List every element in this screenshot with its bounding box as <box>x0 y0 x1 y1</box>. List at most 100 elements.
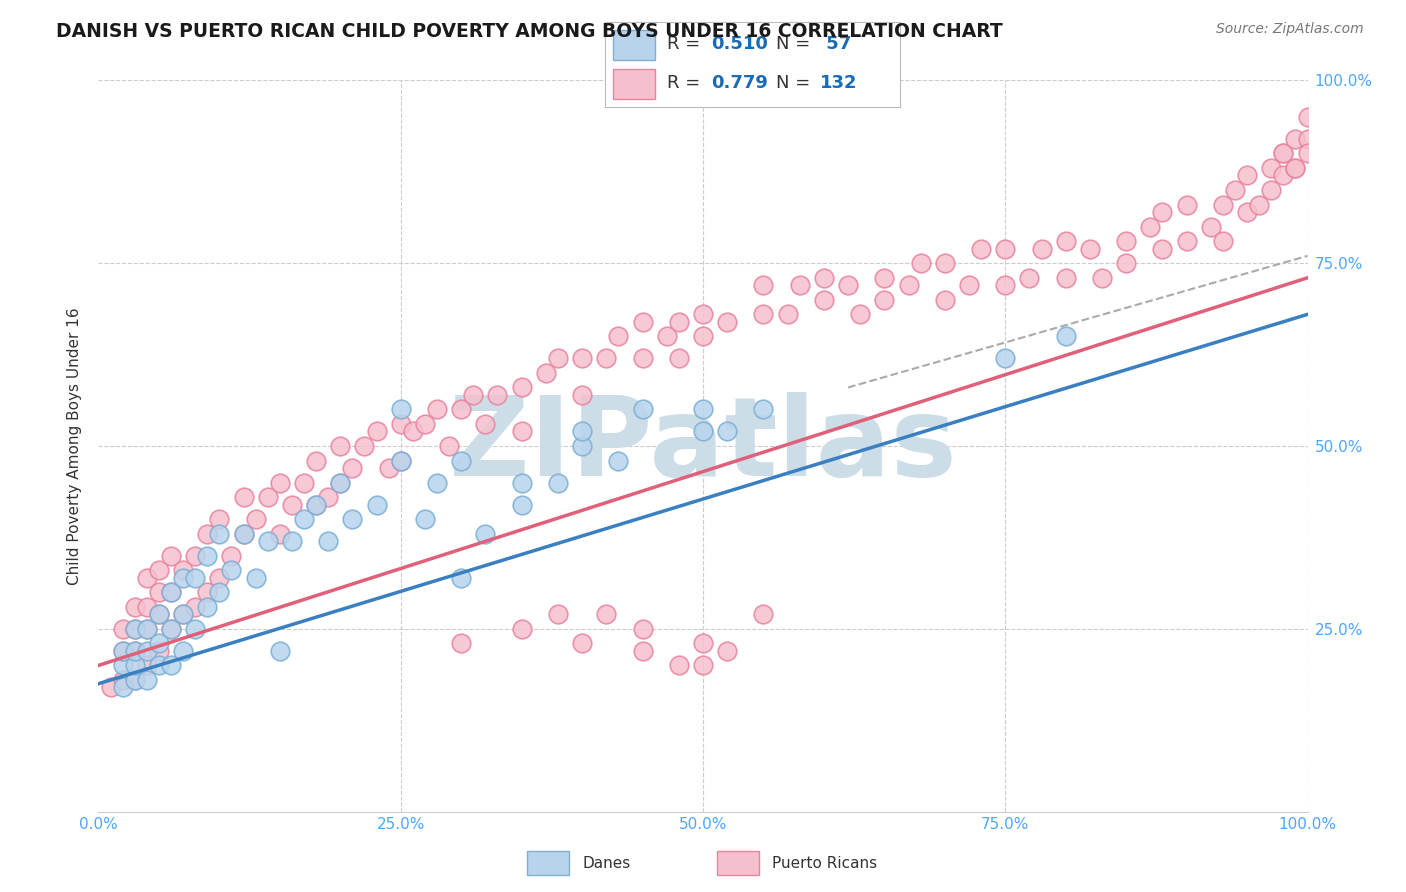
Point <box>256 490 278 504</box>
Point <box>571 425 593 439</box>
Point <box>668 315 690 329</box>
Text: Puerto Ricans: Puerto Ricans <box>772 855 877 871</box>
Text: ZIPatlas: ZIPatlas <box>449 392 957 500</box>
Point <box>752 307 775 321</box>
Point <box>316 490 339 504</box>
Point <box>595 351 617 366</box>
Point <box>135 622 157 636</box>
Point <box>1272 169 1295 183</box>
Point <box>668 351 690 366</box>
Point <box>450 402 472 417</box>
Point <box>450 636 472 650</box>
Point <box>305 453 328 467</box>
Point <box>1260 183 1282 197</box>
Point <box>208 571 231 585</box>
Point <box>342 461 364 475</box>
Point <box>994 351 1017 366</box>
Point <box>474 526 496 541</box>
Text: N =: N = <box>776 74 815 92</box>
Point <box>934 293 956 307</box>
Point <box>1212 234 1234 248</box>
Point <box>100 681 122 695</box>
Point <box>124 658 146 673</box>
Point <box>1212 197 1234 211</box>
Point <box>135 571 157 585</box>
Point <box>450 571 472 585</box>
Point <box>1152 242 1174 256</box>
Point <box>716 425 738 439</box>
Point <box>135 599 157 614</box>
Point <box>752 402 775 417</box>
Point <box>510 475 533 490</box>
Point <box>692 425 714 439</box>
Point <box>111 681 134 695</box>
Point <box>957 278 980 293</box>
Point <box>1296 132 1319 146</box>
Point <box>111 673 134 687</box>
Point <box>510 425 533 439</box>
Point <box>124 622 146 636</box>
Point <box>776 307 799 321</box>
Point <box>1296 146 1319 161</box>
Point <box>208 526 231 541</box>
Point <box>1018 270 1040 285</box>
Point <box>148 607 170 622</box>
Point <box>353 439 375 453</box>
Point <box>413 512 436 526</box>
Point <box>1031 242 1053 256</box>
Point <box>389 417 412 431</box>
Point <box>1199 219 1222 234</box>
Point <box>172 644 194 658</box>
Point <box>160 622 183 636</box>
Point <box>135 673 157 687</box>
Point <box>160 622 183 636</box>
Point <box>256 534 278 549</box>
Point <box>1284 132 1306 146</box>
Point <box>329 439 352 453</box>
Point <box>329 475 352 490</box>
Point <box>269 644 291 658</box>
Point <box>571 388 593 402</box>
Point <box>437 439 460 453</box>
Point <box>269 526 291 541</box>
Point <box>547 351 569 366</box>
Point <box>160 658 183 673</box>
Point <box>148 644 170 658</box>
Point <box>195 526 218 541</box>
Point <box>463 388 485 402</box>
Point <box>655 329 678 343</box>
Point <box>377 461 399 475</box>
Point <box>910 256 932 270</box>
Point <box>1223 183 1246 197</box>
Point <box>148 658 170 673</box>
Point <box>1260 161 1282 175</box>
Point <box>631 622 654 636</box>
FancyBboxPatch shape <box>717 851 759 875</box>
Point <box>184 599 207 614</box>
Point <box>813 270 835 285</box>
Point <box>305 498 328 512</box>
Point <box>172 571 194 585</box>
Point <box>426 475 449 490</box>
Point <box>232 526 254 541</box>
Point <box>245 512 267 526</box>
Point <box>1091 270 1114 285</box>
Point <box>547 475 569 490</box>
Point <box>631 644 654 658</box>
Point <box>245 571 267 585</box>
FancyBboxPatch shape <box>613 69 655 99</box>
Point <box>450 453 472 467</box>
Text: R =: R = <box>666 74 706 92</box>
Point <box>813 293 835 307</box>
Point <box>1272 146 1295 161</box>
Point <box>994 242 1017 256</box>
Point <box>124 673 146 687</box>
Point <box>1115 234 1137 248</box>
Point <box>1236 205 1258 219</box>
Text: Source: ZipAtlas.com: Source: ZipAtlas.com <box>1216 22 1364 37</box>
Point <box>281 534 304 549</box>
Point <box>849 307 872 321</box>
Point <box>292 512 315 526</box>
Point <box>1152 205 1174 219</box>
Point <box>571 439 593 453</box>
